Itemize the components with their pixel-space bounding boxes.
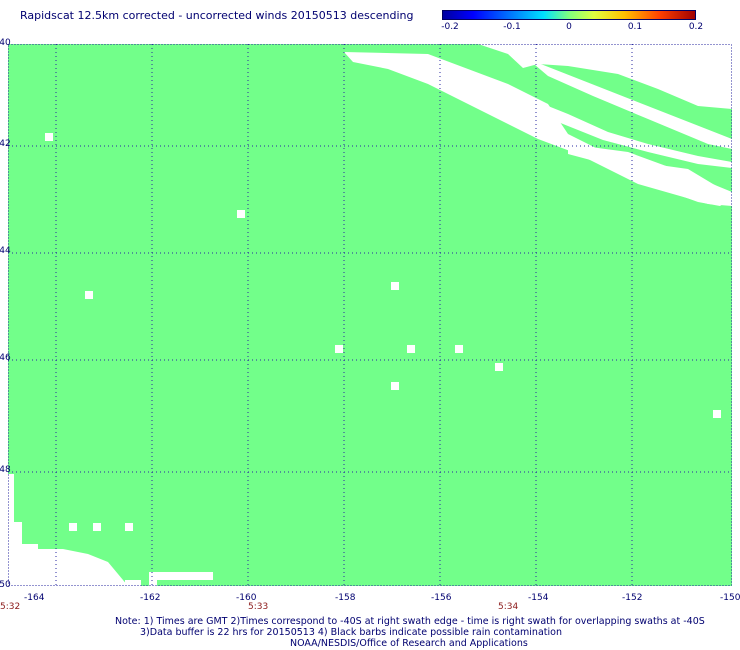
no-data-cell: [85, 291, 93, 299]
colorbar-tick-label: 0: [566, 22, 572, 32]
chart-title: Rapidscat 12.5km corrected - uncorrected…: [20, 9, 414, 22]
no-data-cell: [149, 580, 157, 586]
no-data-cell: [391, 382, 399, 390]
footnote-line: 3)Data buffer is 22 hrs for 20150513 4) …: [140, 627, 562, 638]
no-data-region: [8, 474, 128, 586]
no-data-cell: [455, 345, 463, 353]
no-data-cell: [125, 580, 141, 586]
no-data-region: [538, 102, 732, 168]
map-canvas: [8, 44, 732, 586]
no-data-region: [528, 59, 732, 149]
footnote-line: NOAA/NESDIS/Office of Research and Appli…: [290, 638, 528, 649]
longitude-label: -156: [431, 593, 452, 603]
latitude-label: -46: [0, 353, 11, 363]
colorbar-tick-label: 0.2: [688, 22, 704, 32]
no-data-cell: [69, 523, 77, 531]
no-data-cell: [495, 363, 503, 371]
longitude-label: -158: [335, 593, 356, 603]
no-data-region: [343, 44, 732, 109]
longitude-label: -152: [622, 593, 643, 603]
wind-difference-map: -40 -42 -44 -46 -48 -50 -164 -162 -160 -…: [0, 38, 740, 612]
longitude-label: -154: [528, 593, 549, 603]
map-frame: [8, 44, 732, 586]
swath-time-label: 5:32: [0, 602, 21, 612]
colorbar-legend: -0.2 -0.1 0 0.1 0.2: [441, 10, 703, 40]
colorbar-tick-label: -0.2: [441, 22, 459, 32]
wind-field-fill: [8, 44, 732, 586]
latitude-label: -42: [0, 139, 11, 149]
no-data-cell: [149, 572, 165, 580]
longitude-label: -150: [720, 593, 740, 603]
no-data-region: [628, 164, 723, 206]
no-data-cell: [125, 523, 133, 531]
longitude-label: -162: [140, 593, 161, 603]
no-data-cell: [391, 282, 399, 290]
colorbar-gradient: [442, 10, 696, 20]
no-data-cell: [721, 83, 729, 91]
longitude-label: -164: [24, 593, 45, 603]
swath-time-label: 5:33: [248, 602, 269, 612]
no-data-cell: [93, 523, 101, 531]
latitude-label: -44: [0, 246, 11, 256]
no-data-cell: [45, 133, 53, 141]
latitude-label: -40: [0, 38, 11, 48]
no-data-cell: [713, 410, 721, 418]
colorbar-tick-label: 0.1: [627, 22, 643, 32]
footnote-line: Note: 1) Times are GMT 2)Times correspon…: [115, 616, 705, 627]
wind-field-layer: [8, 44, 732, 586]
no-data-cell: [335, 345, 343, 353]
colorbar-tick-label: -0.1: [503, 22, 521, 32]
latitude-label: -48: [0, 465, 11, 475]
no-data-cell: [688, 73, 696, 81]
no-data-cell: [407, 345, 415, 353]
no-data-cells: [8, 44, 732, 586]
no-data-cell: [205, 572, 213, 580]
longitude-label: -160: [236, 593, 257, 603]
swath-time-label: 5:34: [498, 602, 519, 612]
latitude-label: -50: [0, 580, 11, 590]
no-data-cell: [165, 572, 205, 580]
graticule: [8, 44, 732, 586]
no-data-cell: [237, 210, 245, 218]
